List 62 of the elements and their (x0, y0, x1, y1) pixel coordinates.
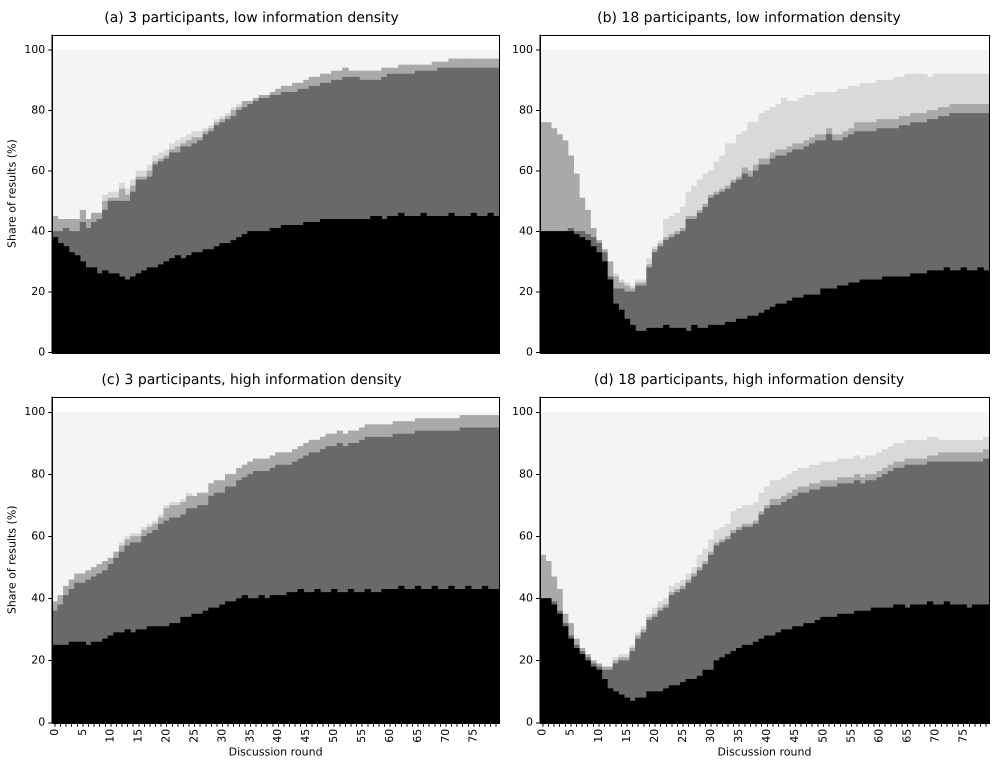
x-tick-label: 45 (299, 728, 312, 743)
x-tick-label: 10 (592, 728, 605, 743)
x-tick-label: 30 (215, 728, 228, 743)
x-tick-label: 20 (160, 728, 173, 743)
y-tick-label: 100 (24, 405, 46, 418)
x-tick-label: 75 (956, 728, 970, 743)
y-tick-label: 40 (518, 591, 533, 604)
y-tick-label: 20 (518, 284, 533, 298)
x-tick-label: 45 (788, 728, 802, 743)
x-tick-label: 25 (187, 728, 200, 743)
x-tick-label: 40 (271, 728, 284, 743)
y-tick-label: 0 (526, 345, 533, 358)
y-tick-label: 20 (31, 654, 46, 667)
x-axis-title: Discussion round (228, 745, 323, 758)
y-tick-label: 80 (518, 467, 533, 480)
y-tick-label: 20 (31, 284, 46, 298)
x-tick-label: 25 (676, 728, 689, 743)
x-tick-label: 10 (104, 728, 117, 743)
y-tick-label: 80 (31, 103, 46, 116)
y-tick-label: 80 (518, 103, 533, 116)
y-tick-label: 60 (518, 164, 533, 177)
x-tick-label: 20 (648, 728, 661, 743)
x-tick-label: 55 (355, 728, 368, 743)
x-tick-label: 65 (410, 728, 424, 743)
x-tick-label: 35 (243, 728, 256, 743)
chart-title: (b) 18 participants, low information density (597, 10, 901, 26)
chart-title: (c) 3 participants, high information density (101, 372, 402, 388)
x-tick-label: 15 (132, 728, 145, 743)
y-tick-label: 100 (24, 42, 46, 56)
x-tick-label: 40 (760, 728, 774, 743)
x-tick-label: 5 (564, 728, 577, 736)
x-tick-label: 55 (844, 728, 858, 743)
y-tick-label: 40 (518, 224, 533, 238)
y-tick-label: 60 (31, 164, 46, 177)
x-tick-label: 65 (900, 728, 914, 743)
y-axis-title: Share of results (%) (5, 505, 18, 614)
y-tick-label: 40 (31, 224, 46, 238)
y-tick-label: 0 (38, 345, 46, 358)
y-tick-label: 100 (512, 405, 533, 418)
x-tick-label: 50 (816, 728, 830, 743)
y-tick-label: 80 (31, 467, 46, 480)
x-tick-label: 5 (76, 728, 89, 736)
x-tick-label: 0 (48, 728, 61, 736)
y-axis-title: Share of results (%) (5, 139, 18, 248)
x-tick-label: 0 (536, 728, 549, 736)
x-tick-label: 70 (928, 728, 942, 743)
chart-title: (d) 18 participants, high information density (594, 372, 904, 388)
y-tick-label: 100 (512, 42, 533, 56)
x-axis-title: Discussion round (718, 745, 812, 758)
y-tick-label: 60 (518, 529, 533, 542)
x-tick-label: 75 (466, 728, 480, 743)
x-tick-label: 50 (327, 728, 340, 743)
x-tick-label: 70 (438, 728, 452, 743)
x-tick-label: 30 (704, 728, 718, 743)
x-tick-label: 35 (732, 728, 746, 743)
x-tick-label: 15 (620, 728, 633, 743)
x-tick-label: 60 (872, 728, 886, 743)
y-tick-label: 40 (31, 591, 46, 604)
chart-title: (a) 3 participants, low information density (104, 10, 399, 26)
y-tick-label: 60 (31, 529, 46, 542)
x-tick-label: 60 (382, 728, 396, 743)
y-tick-label: 20 (518, 654, 533, 667)
